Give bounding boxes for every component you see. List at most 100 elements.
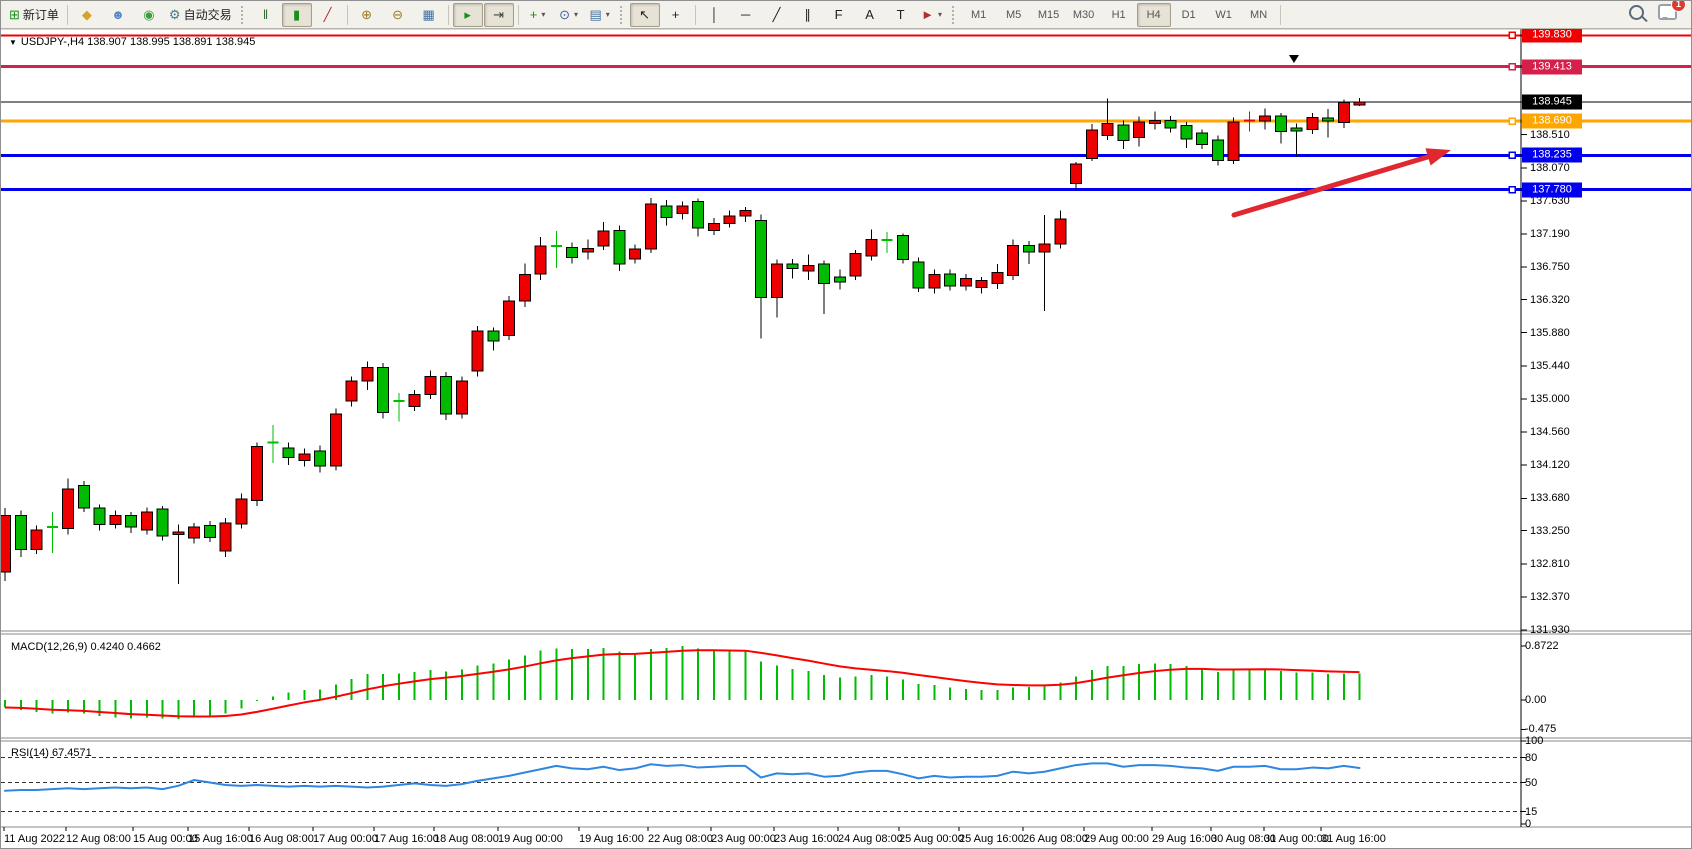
tf-mn-button[interactable]: MN	[1250, 8, 1268, 21]
line-chart-button[interactable]: ╱	[313, 3, 343, 27]
time-axis-label: 29 Aug 00:00	[1084, 833, 1149, 845]
vertical-line-button[interactable]: │	[700, 3, 730, 27]
toolbar-drag-handle[interactable]	[240, 5, 246, 24]
bar-chart-button[interactable]: ‖	[251, 3, 281, 27]
tf-m15-button[interactable]: M15	[1037, 8, 1060, 21]
rsi-tick-label: 100	[1525, 735, 1544, 747]
tile-windows-button[interactable]: ▦	[414, 3, 444, 27]
price-tick-label: 138.070	[1530, 161, 1570, 174]
price-line-label: 139.413	[1522, 59, 1582, 75]
candlestick-chart-button[interactable]: ▮	[281, 2, 312, 27]
time-axis-label: 17 Aug 16:00	[374, 833, 439, 845]
search-icon	[1629, 4, 1644, 20]
metaeditor-button[interactable]: ◆	[72, 3, 102, 27]
autotrading-button[interactable]: ⚙ 自动交易	[165, 3, 236, 27]
price-tick-label: 137.190	[1530, 228, 1570, 241]
price-tick-label: 135.440	[1530, 359, 1570, 372]
dropdown-caret-icon: ▾	[605, 10, 610, 19]
toolbar: ⊞ 新订单 ◆ ☻ ◉ ⚙ 自动交易 ‖ ▮ ╱ ⊕ ⊖ ▦ ▸ ⇥ + ▾ ⊙ ▾ ▤ ▾ ↖ + │ ─ ╱ ∥ F A T ► ▾ M1 M…	[1, 1, 1691, 29]
channel-icon: ∥	[804, 7, 811, 22]
new-order-button[interactable]: ⊞ 新订单	[5, 3, 63, 27]
time-axis-label: 31 Aug 16:00	[1321, 833, 1386, 845]
time-axis-label: 23 Aug 00:00	[711, 833, 776, 845]
autotrading-button-label: 自动交易	[183, 8, 232, 22]
price-tick-label: 132.810	[1530, 557, 1570, 570]
candles-icon: ▮	[293, 7, 301, 22]
channel-button[interactable]: ∥	[793, 3, 823, 27]
time-axis-label: 23 Aug 16:00	[774, 833, 839, 845]
price-tick-label: 132.370	[1530, 590, 1570, 603]
tf-m5-button[interactable]: M5	[1005, 8, 1022, 21]
price-tick-label: 133.680	[1530, 492, 1570, 505]
chart-title-text: USDJPY-,H4 138.907 138.995 138.891 138.9…	[20, 36, 256, 48]
tf-w1-button[interactable]: W1	[1215, 8, 1232, 21]
search-icon[interactable]	[1629, 4, 1644, 25]
fibonacci-button[interactable]: F	[824, 3, 854, 27]
periods-button[interactable]: ⊙ ▾	[554, 3, 584, 27]
rsi-label: RSI(14) 67.4571	[11, 747, 92, 759]
toolbar-drag-handle[interactable]	[951, 5, 957, 24]
time-axis-label: 11 Aug 2022	[4, 833, 65, 845]
indicators-button[interactable]: + ▾	[523, 3, 553, 27]
indicators-icon: +	[529, 7, 538, 22]
zoom-out-icon: ⊖	[392, 7, 404, 22]
auto-scroll-button[interactable]: ▸	[452, 2, 483, 27]
time-axis-label: 18 Aug 08:00	[434, 833, 499, 845]
crosshair-button[interactable]: +	[661, 3, 691, 27]
periods-icon: ⊙	[559, 7, 571, 22]
toolbar-separator	[1279, 4, 1281, 25]
macd-tick-label: 0.00	[1525, 694, 1547, 706]
chart-shift-icon: ⇥	[493, 7, 505, 22]
new-order-button-label: 新订单	[22, 8, 59, 22]
dropdown-caret-icon: ▾	[574, 10, 579, 19]
profile-button[interactable]: ☻	[103, 3, 133, 27]
tile-icon: ▦	[422, 7, 435, 22]
rsi-tick-label: 0	[1525, 818, 1532, 830]
zoom-in-button[interactable]: ⊕	[352, 3, 382, 27]
toolbar-drag-handle[interactable]	[619, 5, 625, 24]
signals-icon: ◉	[143, 7, 155, 22]
crosshair-icon: +	[671, 7, 680, 22]
symbol-dropdown-icon[interactable]: ▼	[9, 38, 17, 47]
rsi-tick-label: 50	[1525, 776, 1538, 789]
price-line-label: 137.780	[1522, 182, 1582, 198]
tf-m30-button[interactable]: M30	[1072, 8, 1095, 21]
dropdown-caret-icon: ▾	[541, 10, 546, 19]
toolbar-separator	[694, 4, 696, 25]
price-tick-label: 136.320	[1530, 293, 1570, 306]
trendline-button[interactable]: ╱	[762, 3, 792, 27]
tf-h4-button[interactable]: H4	[1136, 2, 1171, 27]
time-axis-label: 30 Aug 08:00	[1211, 833, 1276, 845]
horizontal-line-button[interactable]: ─	[731, 3, 761, 27]
tf-m1-button[interactable]: M1	[970, 8, 987, 21]
zoom-out-button[interactable]: ⊖	[383, 3, 413, 27]
notifications-icon[interactable]: 1	[1658, 1, 1686, 25]
toolbar-separator	[447, 4, 449, 25]
chart-shift-button[interactable]: ⇥	[483, 2, 514, 27]
hline-icon: ─	[740, 7, 751, 22]
price-tick-label: 134.120	[1530, 459, 1570, 472]
arrows-button[interactable]: ► ▾	[917, 3, 947, 27]
text-button[interactable]: A	[855, 3, 885, 27]
tf-d1-button[interactable]: D1	[1181, 8, 1196, 21]
chart-plot-area[interactable]	[1, 28, 1521, 827]
time-axis-label: 26 Aug 08:00	[1023, 833, 1088, 845]
cursor-icon: ↖	[639, 7, 651, 22]
toolbar-separator	[517, 4, 519, 25]
cursor-button[interactable]: ↖	[629, 2, 660, 27]
tf-h1-button[interactable]: H1	[1111, 8, 1126, 21]
notification-badge: 1	[1671, 1, 1686, 12]
text-icon: A	[865, 7, 874, 22]
chart-region: ▼ USDJPY-,H4 138.907 138.995 138.891 138.…	[1, 27, 1691, 848]
arrows-icon: ►	[921, 7, 935, 22]
toolbar-separator	[346, 4, 348, 25]
signals-button[interactable]: ◉	[134, 3, 164, 27]
price-line-label: 138.690	[1522, 113, 1582, 129]
templates-icon: ▤	[589, 7, 602, 22]
label-button[interactable]: T	[886, 3, 916, 27]
templates-button[interactable]: ▤ ▾	[585, 3, 615, 27]
label-icon: T	[896, 7, 905, 22]
profile-icon: ☻	[111, 7, 125, 22]
editor-icon: ◆	[81, 7, 92, 22]
